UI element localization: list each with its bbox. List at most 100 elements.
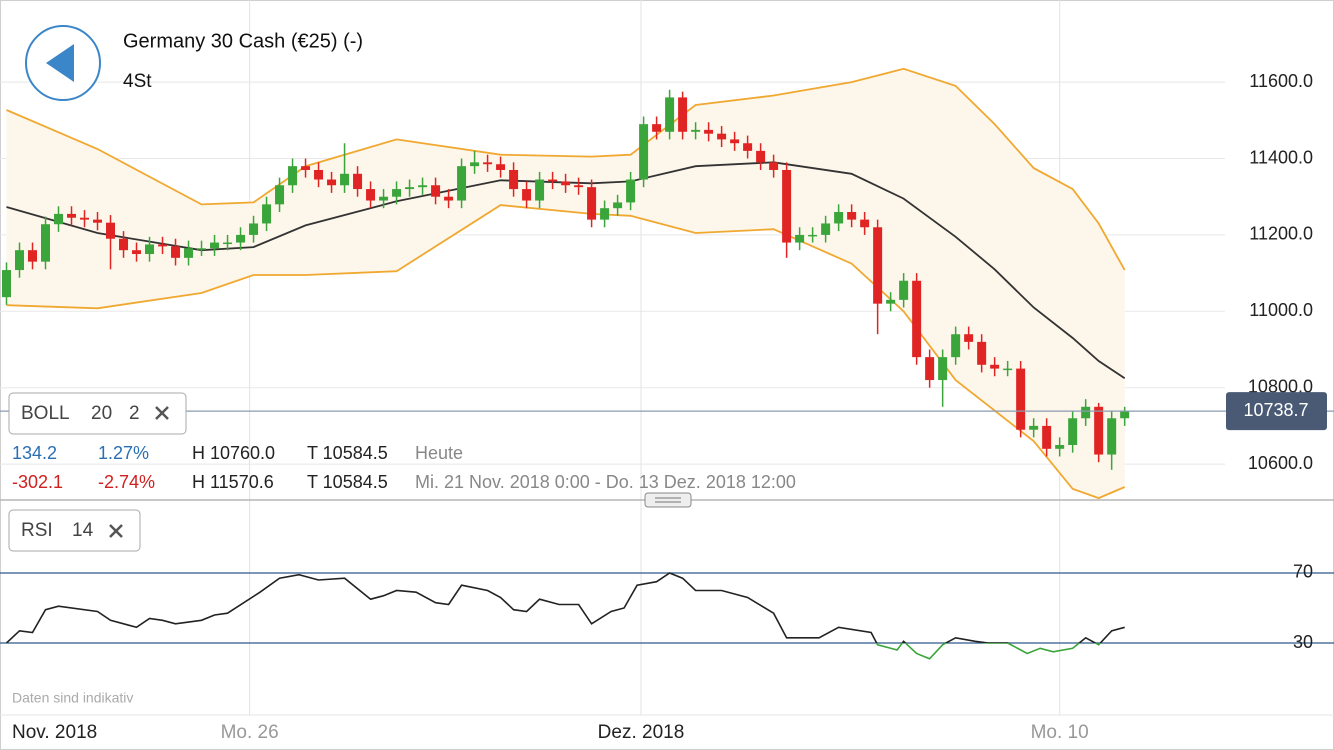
candle-body [743,143,753,151]
candle-body [392,189,402,197]
x-tick-label: Mo. 10 [1031,722,1089,743]
panel-resize-handle[interactable] [644,492,692,508]
candle-body [301,166,311,170]
candle-body [613,202,623,209]
candle-body [93,219,103,223]
candle-body [990,364,1000,369]
candle-body [964,334,974,342]
candle-body [847,211,857,220]
candle-body [15,250,25,271]
candle-body [340,173,350,186]
candle-body [574,185,584,188]
candle-body [899,280,909,300]
candle-body [756,150,766,163]
candle-body [353,173,363,190]
period-label: Nov. 2018 [12,722,97,743]
candle-body [717,133,727,140]
candle-body [652,124,662,132]
candle-body [925,357,935,381]
candle-body [821,223,831,235]
candle-body [327,179,337,186]
candle-body [496,164,506,170]
candle-body [626,179,636,203]
candle-body [665,97,675,132]
candle-body [158,244,168,247]
candle-body [366,189,376,201]
candle-body [678,97,688,132]
candle-body [197,248,207,250]
candle-body [938,357,948,381]
change-percent: -2.74% [98,472,155,492]
change: 134.2 [12,443,57,463]
candle-body [691,129,701,132]
candle-body [1029,425,1039,430]
y-tick-label: 11600.0 [1249,71,1313,91]
low: T 10584.5 [307,443,388,463]
candle-body [171,246,181,258]
disclaimer: Daten sind indikativ [12,690,133,706]
indicator-line [6,204,1126,500]
range: Mi. 21 Nov. 2018 0:00 - Do. 13 Dez. 2018… [415,472,796,492]
candle-body [535,179,545,201]
label-background [580,718,701,748]
band-fill [6,68,1125,499]
candle-body [314,169,324,180]
boll-indicator-box[interactable]: BOLL 20 2 [8,392,187,435]
y-tick-label: 11400.0 [1249,147,1313,167]
rsi-indicator-box[interactable]: RSI 14 [8,509,141,552]
candle-body [730,139,740,144]
candle-body [1094,406,1104,455]
month-label: Dez. 2018 [598,722,685,743]
candle-body [184,248,194,258]
low: T 10584.5 [307,472,388,492]
candle-body [1016,368,1026,430]
candle-body [132,250,142,255]
candle-body [1120,411,1130,419]
y-tick-label: 11200.0 [1249,224,1313,244]
candle-body [2,270,12,298]
high: H 11570.6 [192,472,274,492]
y-tick-label: 10800.0 [1248,376,1313,396]
candle-body [977,341,987,365]
y2-tick-label: 70 [1293,562,1313,582]
remove-indicator[interactable] [155,406,169,420]
indicator-period: 14 [72,520,94,541]
candle-body [1042,425,1052,449]
candle-body [28,250,38,262]
candle-body [509,169,519,190]
candle-body [1003,368,1013,371]
candle-body [41,224,51,262]
candle-body [54,213,64,225]
candle-body [67,213,77,218]
candle-body [548,179,558,182]
indicator-line [6,161,1126,379]
candle-body [561,181,571,186]
indicator-name: BOLL [21,403,70,424]
candle-body [912,280,922,358]
indicator-period: 20 [91,403,112,424]
candle-body [860,219,870,228]
indicator-stddev: 2 [129,403,140,424]
candle-body [1068,418,1078,445]
candle-body [600,208,610,220]
back-button[interactable] [25,25,101,101]
last-price-label: 10738.7 [1243,400,1308,420]
candle-body [769,162,779,170]
candle-body [210,242,220,249]
candle-body [119,238,129,251]
y-tick-label: 11000.0 [1249,300,1313,320]
candle-body [275,185,285,205]
last-price-tag [1226,392,1327,431]
candle-body [379,196,389,201]
candle-body [444,196,454,201]
change-percent: 1.27% [98,443,149,463]
label-background [2,718,117,748]
high: H 10760.0 [192,443,275,463]
candle-body [223,242,233,245]
candle-body [782,169,792,243]
y2-tick-label: 30 [1293,632,1313,652]
remove-indicator[interactable] [109,524,123,538]
candle-body [483,162,493,165]
indicator-name: RSI [21,520,53,541]
